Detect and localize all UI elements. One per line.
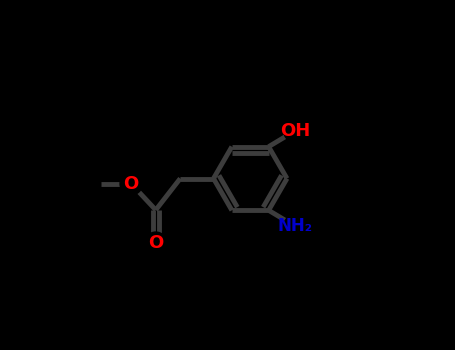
Text: O: O <box>148 234 163 252</box>
Circle shape <box>145 232 167 254</box>
Circle shape <box>283 120 306 142</box>
Text: NH₂: NH₂ <box>278 217 313 235</box>
Text: OH: OH <box>280 122 310 140</box>
Circle shape <box>120 173 142 195</box>
Text: O: O <box>124 175 139 193</box>
Circle shape <box>283 215 306 237</box>
